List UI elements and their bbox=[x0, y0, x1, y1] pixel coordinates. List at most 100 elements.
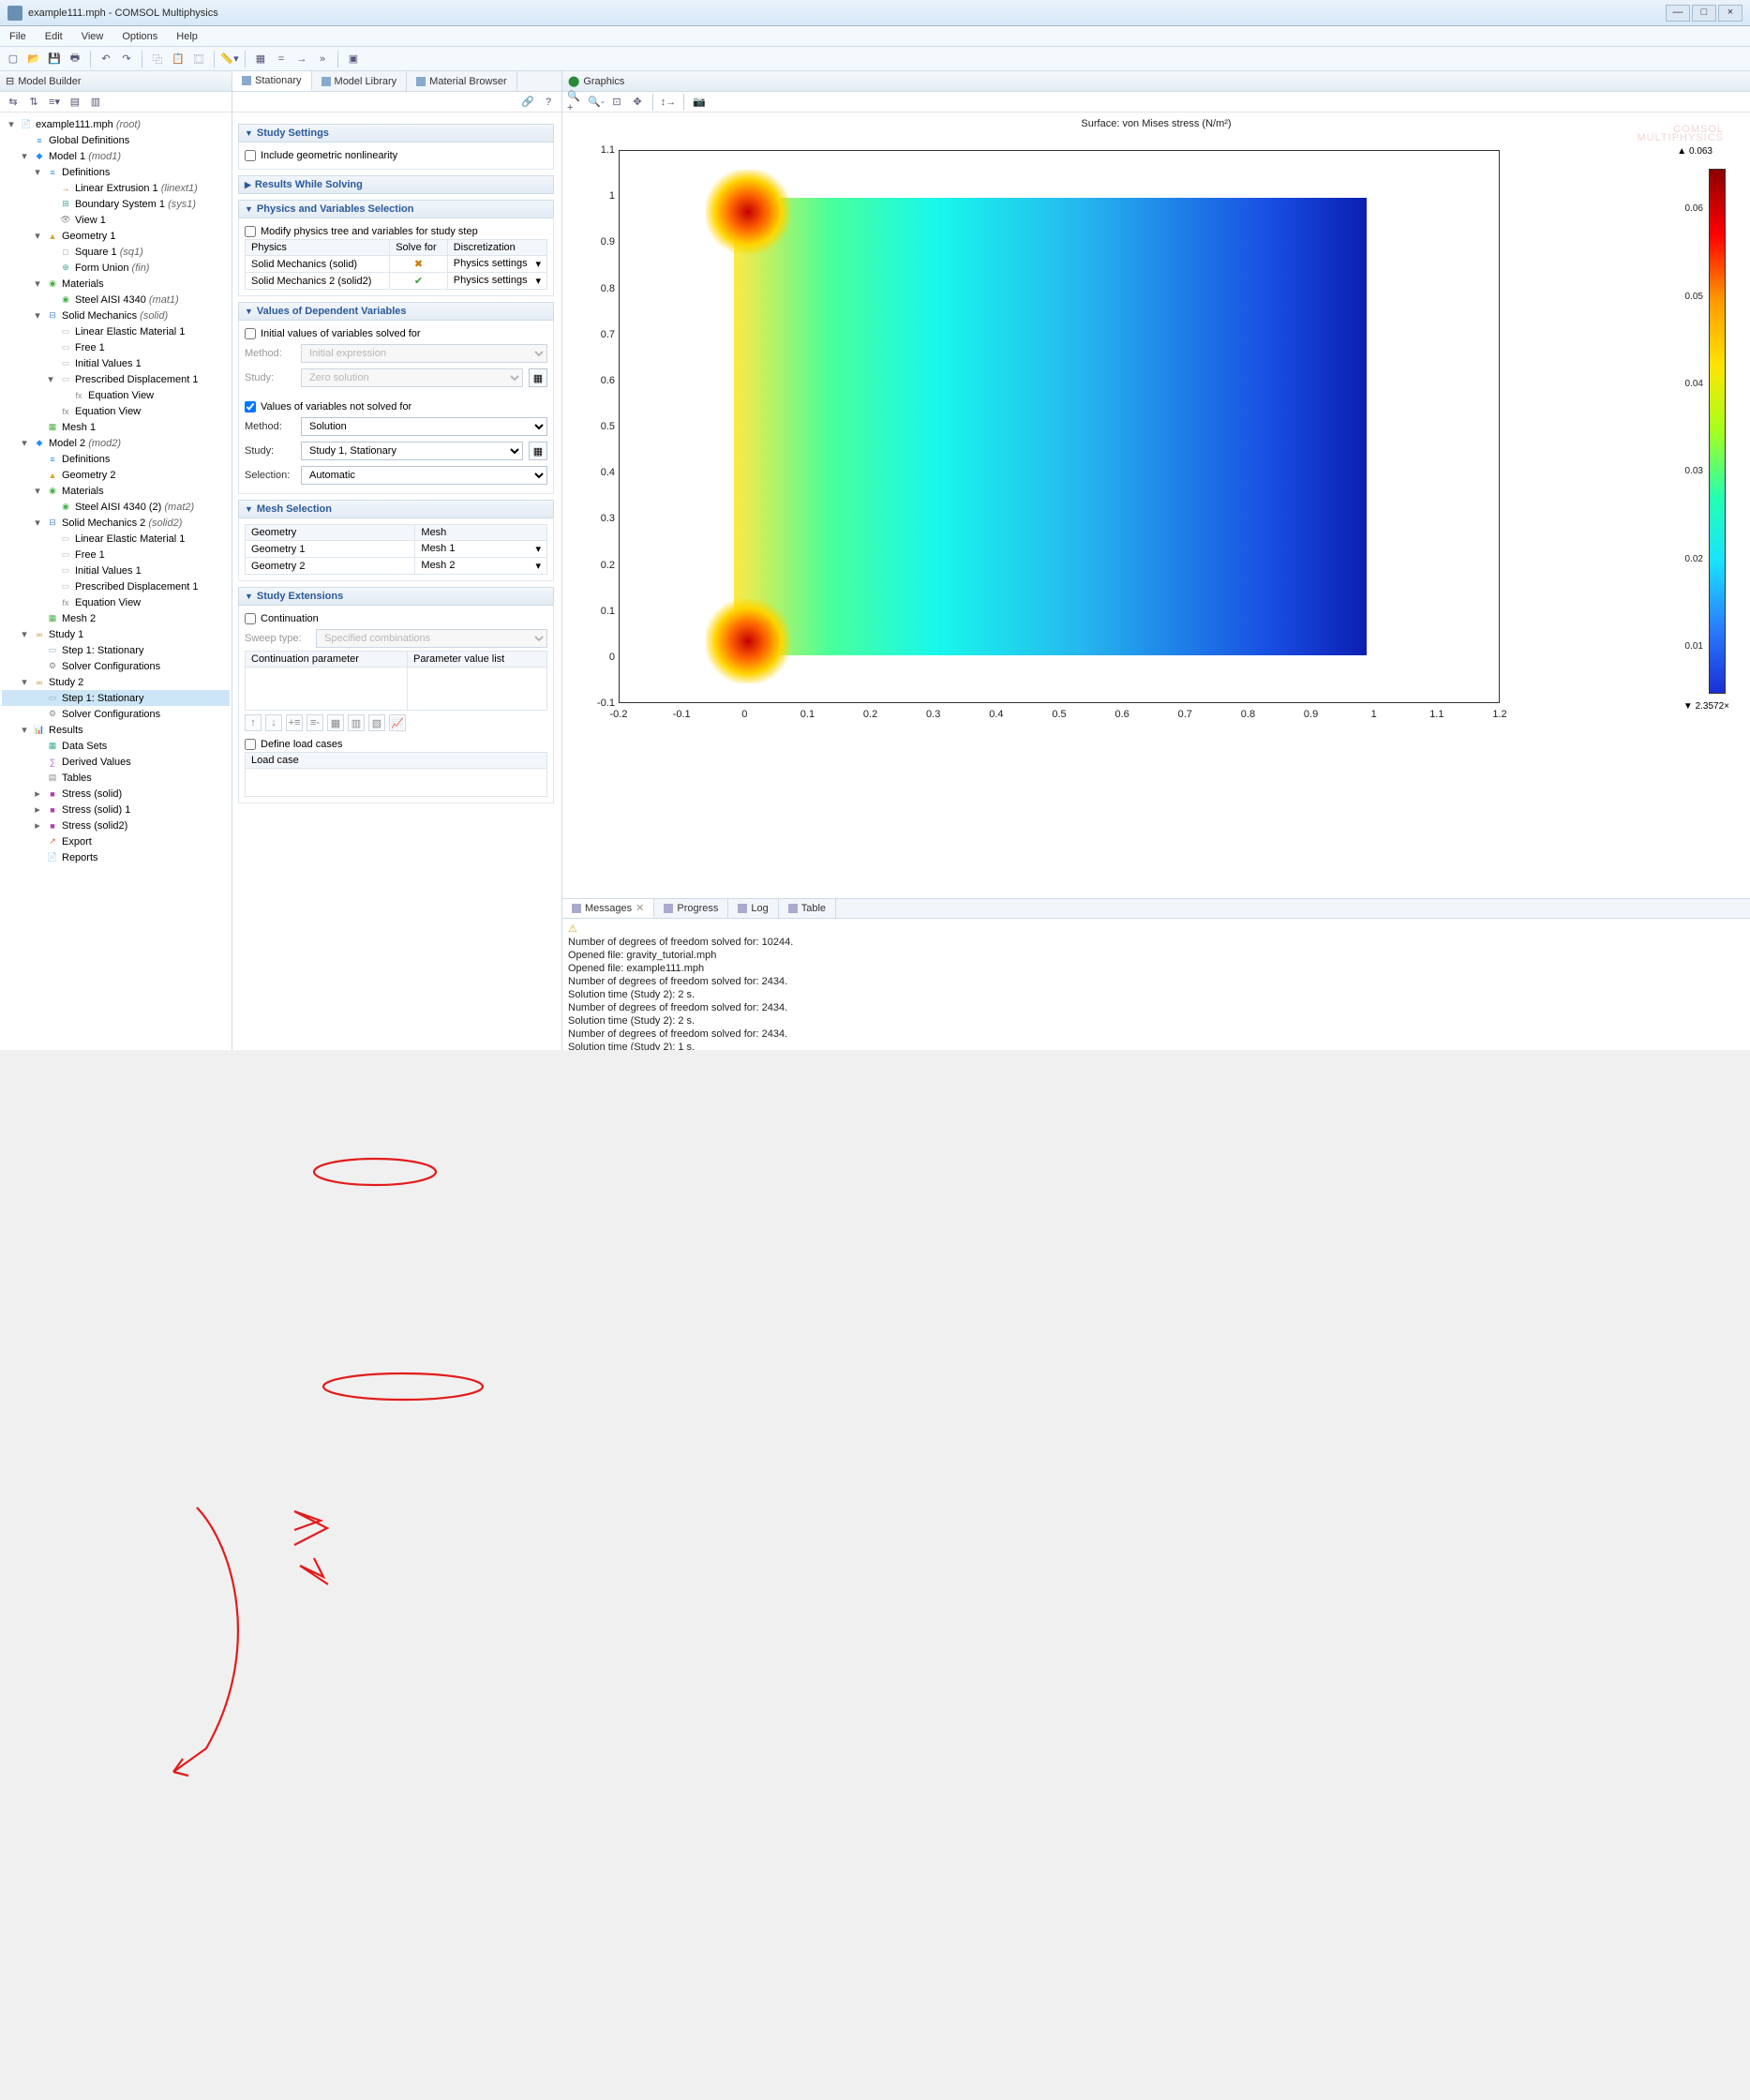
plot-list-icon[interactable]: ▧ bbox=[368, 714, 385, 731]
tree-item[interactable]: ▾⊟Solid Mechanics (solid) bbox=[2, 308, 230, 323]
undo-icon[interactable]: ↶ bbox=[97, 50, 115, 68]
tree-item[interactable]: ▭Step 1: Stationary bbox=[2, 690, 230, 706]
tree-item[interactable]: ▭Linear Elastic Material 1 bbox=[2, 531, 230, 547]
menu-options[interactable]: Options bbox=[112, 31, 167, 42]
tree-item[interactable]: fxEquation View bbox=[2, 403, 230, 419]
menu-edit[interactable]: Edit bbox=[36, 31, 72, 42]
values-not-solved-checkbox[interactable] bbox=[245, 401, 256, 412]
tree-item[interactable]: ▦Mesh 1 bbox=[2, 419, 230, 435]
build-icon[interactable]: ▦ bbox=[251, 50, 270, 68]
dependent-variables-header[interactable]: ▼Values of Dependent Variables bbox=[238, 302, 554, 321]
tree-toggle-icon[interactable]: ⊟ bbox=[6, 75, 14, 87]
tree-item[interactable]: ⚙Solver Configurations bbox=[2, 658, 230, 674]
tree-item[interactable]: fxEquation View bbox=[2, 594, 230, 610]
tree-item[interactable]: ▾◆Model 2 (mod2) bbox=[2, 435, 230, 451]
filter-icon[interactable]: ≡▾ bbox=[45, 93, 64, 112]
study2-select[interactable]: Study 1, Stationary bbox=[301, 442, 523, 460]
tree-item[interactable]: ≡Global Definitions bbox=[2, 132, 230, 148]
mesh-selection-header[interactable]: ▼Mesh Selection bbox=[238, 500, 554, 518]
pan-icon[interactable]: ✥ bbox=[628, 93, 647, 112]
tree-item[interactable]: ▾📊Results bbox=[2, 722, 230, 738]
continuation-checkbox[interactable] bbox=[245, 613, 256, 624]
tree-item[interactable]: □Square 1 (sq1) bbox=[2, 244, 230, 260]
tree-item[interactable]: ▸■Stress (solid) bbox=[2, 786, 230, 802]
tree-item[interactable]: ▤Tables bbox=[2, 770, 230, 786]
tree-item[interactable]: ▾≡Definitions bbox=[2, 164, 230, 180]
tree-item[interactable]: ▾◉Materials bbox=[2, 276, 230, 292]
tree-item[interactable]: ▲Geometry 2 bbox=[2, 467, 230, 483]
tree-item[interactable]: ▭Initial Values 1 bbox=[2, 562, 230, 578]
selection-select[interactable]: Automatic bbox=[301, 466, 547, 485]
graph-icon[interactable]: 📈 bbox=[389, 714, 406, 731]
add-icon[interactable]: +≡ bbox=[286, 714, 303, 731]
initial-values-checkbox[interactable] bbox=[245, 328, 256, 339]
duplicate-icon[interactable]: ⿴ bbox=[189, 50, 208, 68]
tree-item[interactable]: ∑Derived Values bbox=[2, 754, 230, 770]
delete-icon[interactable]: ≡- bbox=[307, 714, 323, 731]
next-icon[interactable]: → bbox=[292, 50, 311, 68]
define-load-cases-checkbox[interactable] bbox=[245, 739, 256, 750]
bottom-tab-table[interactable]: Table bbox=[779, 899, 836, 918]
tree-item[interactable]: ▾◉Materials bbox=[2, 483, 230, 499]
maximize-button[interactable]: □ bbox=[1692, 5, 1716, 22]
save-icon[interactable]: 💾 bbox=[45, 50, 64, 68]
include-nonlinearity-checkbox[interactable] bbox=[245, 150, 256, 161]
tree-item[interactable]: ◉Steel AISI 4340 (2) (mat2) bbox=[2, 499, 230, 515]
collapse-icon[interactable]: ⇆ bbox=[4, 93, 22, 112]
study2-button[interactable]: ▦ bbox=[529, 442, 547, 460]
tree-item[interactable]: ≡Definitions bbox=[2, 451, 230, 467]
tree-item[interactable]: fxEquation View bbox=[2, 387, 230, 403]
paste-icon[interactable]: 📋 bbox=[169, 50, 187, 68]
sort-icon[interactable]: ▥ bbox=[86, 93, 105, 112]
show-icon[interactable]: ▤ bbox=[66, 93, 84, 112]
tree-item[interactable]: ▭Initial Values 1 bbox=[2, 355, 230, 371]
tree-item[interactable]: →Linear Extrusion 1 (linext1) bbox=[2, 180, 230, 196]
tab-stationary[interactable]: Stationary bbox=[232, 71, 312, 91]
tree-item[interactable]: ▭Prescribed Displacement 1 bbox=[2, 578, 230, 594]
tree-item[interactable]: ↗Export bbox=[2, 833, 230, 849]
method2-select[interactable]: Solution bbox=[301, 417, 547, 436]
tree-item[interactable]: 📄Reports bbox=[2, 849, 230, 865]
load-icon[interactable]: ▦ bbox=[327, 714, 344, 731]
up-icon[interactable]: ↑ bbox=[245, 714, 262, 731]
study-extensions-header[interactable]: ▼Study Extensions bbox=[238, 587, 554, 606]
tree-item[interactable]: 👁View 1 bbox=[2, 212, 230, 228]
tree-item[interactable]: ▸■Stress (solid) 1 bbox=[2, 802, 230, 818]
save-list-icon[interactable]: ▥ bbox=[348, 714, 365, 731]
zoom-out-icon[interactable]: 🔍- bbox=[587, 93, 606, 112]
tree-item[interactable]: ▾▲Geometry 1 bbox=[2, 228, 230, 244]
model-tree[interactable]: ▾📄example111.mph (root)≡Global Definitio… bbox=[0, 112, 232, 1050]
tree-item[interactable]: ▸■Stress (solid2) bbox=[2, 818, 230, 833]
tree-item[interactable]: ▦Data Sets bbox=[2, 738, 230, 754]
tree-item[interactable]: ▾▭Prescribed Displacement 1 bbox=[2, 371, 230, 387]
expand-icon[interactable]: ⇅ bbox=[24, 93, 43, 112]
study-settings-header[interactable]: ▼Study Settings bbox=[238, 124, 554, 142]
print-icon[interactable]: 🖶 bbox=[66, 50, 84, 68]
run-icon[interactable]: » bbox=[313, 50, 332, 68]
bottom-tab-log[interactable]: Log bbox=[728, 899, 778, 918]
tree-item[interactable]: ⊞Boundary System 1 (sys1) bbox=[2, 196, 230, 212]
zoom-in-icon[interactable]: 🔍+ bbox=[566, 93, 585, 112]
axis-xy-icon[interactable]: ↕→ bbox=[659, 93, 678, 112]
minimize-button[interactable]: — bbox=[1666, 5, 1690, 22]
results-while-solving-header[interactable]: ▶Results While Solving bbox=[238, 175, 554, 194]
tree-item[interactable]: ▭Step 1: Stationary bbox=[2, 642, 230, 658]
tree-item[interactable]: ⊕Form Union (fin) bbox=[2, 260, 230, 276]
modify-physics-checkbox[interactable] bbox=[245, 226, 256, 237]
menu-view[interactable]: View bbox=[72, 31, 113, 42]
snapshot-icon[interactable]: 📷 bbox=[690, 93, 709, 112]
zoom-extents-icon[interactable]: ⊡ bbox=[607, 93, 626, 112]
tree-item[interactable]: ▾∞Study 2 bbox=[2, 674, 230, 690]
study1-button[interactable]: ▦ bbox=[529, 368, 547, 387]
tree-item[interactable]: ▾◆Model 1 (mod1) bbox=[2, 148, 230, 164]
tab-model-library[interactable]: Model Library bbox=[312, 71, 408, 91]
tree-item[interactable]: ⚙Solver Configurations bbox=[2, 706, 230, 722]
tab-material-browser[interactable]: Material Browser bbox=[407, 71, 517, 91]
tree-item[interactable]: ▦Mesh 2 bbox=[2, 610, 230, 626]
plot-area[interactable]: Surface: von Mises stress (N/m²) COMSOLM… bbox=[562, 112, 1750, 898]
help-icon[interactable]: ? bbox=[539, 93, 558, 112]
measure-icon[interactable]: 📏▾ bbox=[220, 50, 239, 68]
down-icon[interactable]: ↓ bbox=[265, 714, 282, 731]
menu-file[interactable]: File bbox=[0, 31, 36, 42]
tree-item[interactable]: ▾📄example111.mph (root) bbox=[2, 116, 230, 132]
